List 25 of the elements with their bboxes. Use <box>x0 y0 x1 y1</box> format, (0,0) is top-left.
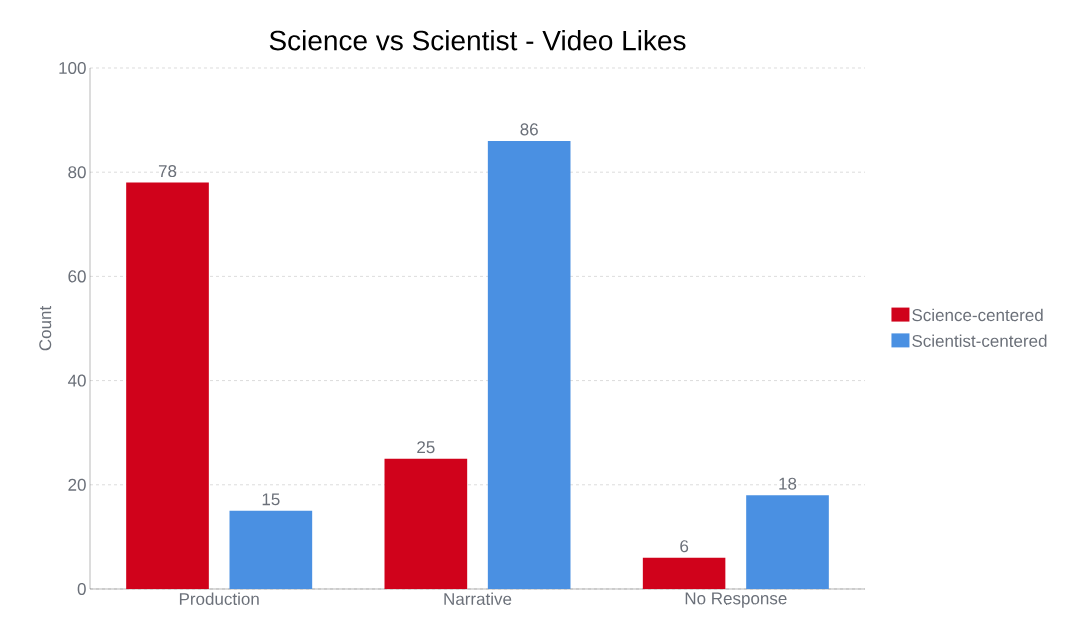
bar <box>384 458 468 589</box>
legend-label: Scientist-centered <box>912 334 1047 347</box>
data-label: 6 <box>680 540 689 553</box>
legend-label: Science-centered <box>912 308 1043 322</box>
x-tick-label: Narrative <box>444 592 512 606</box>
bar <box>229 510 313 589</box>
data-label: 25 <box>417 441 435 454</box>
data-label: 18 <box>779 477 797 490</box>
data-label: 78 <box>158 165 177 178</box>
bar <box>126 182 209 589</box>
y-tick-label: 60 <box>68 270 86 283</box>
data-label: 15 <box>262 493 280 506</box>
bar <box>746 495 829 589</box>
y-axis-title: Count <box>39 305 52 351</box>
y-tick-label: 20 <box>68 478 86 491</box>
bar <box>487 140 571 589</box>
data-label: 86 <box>520 123 538 136</box>
chart-title: Science vs Scientist - Video Likes <box>269 29 686 51</box>
x-tick-label: No Response <box>685 592 787 608</box>
y-tick-label: 40 <box>67 374 86 387</box>
y-tick-label: 100 <box>59 61 86 75</box>
x-tick-label: Production <box>179 592 259 606</box>
y-tick-label: 0 <box>77 582 86 596</box>
bar <box>642 557 726 589</box>
y-tick-label: 80 <box>68 166 86 179</box>
